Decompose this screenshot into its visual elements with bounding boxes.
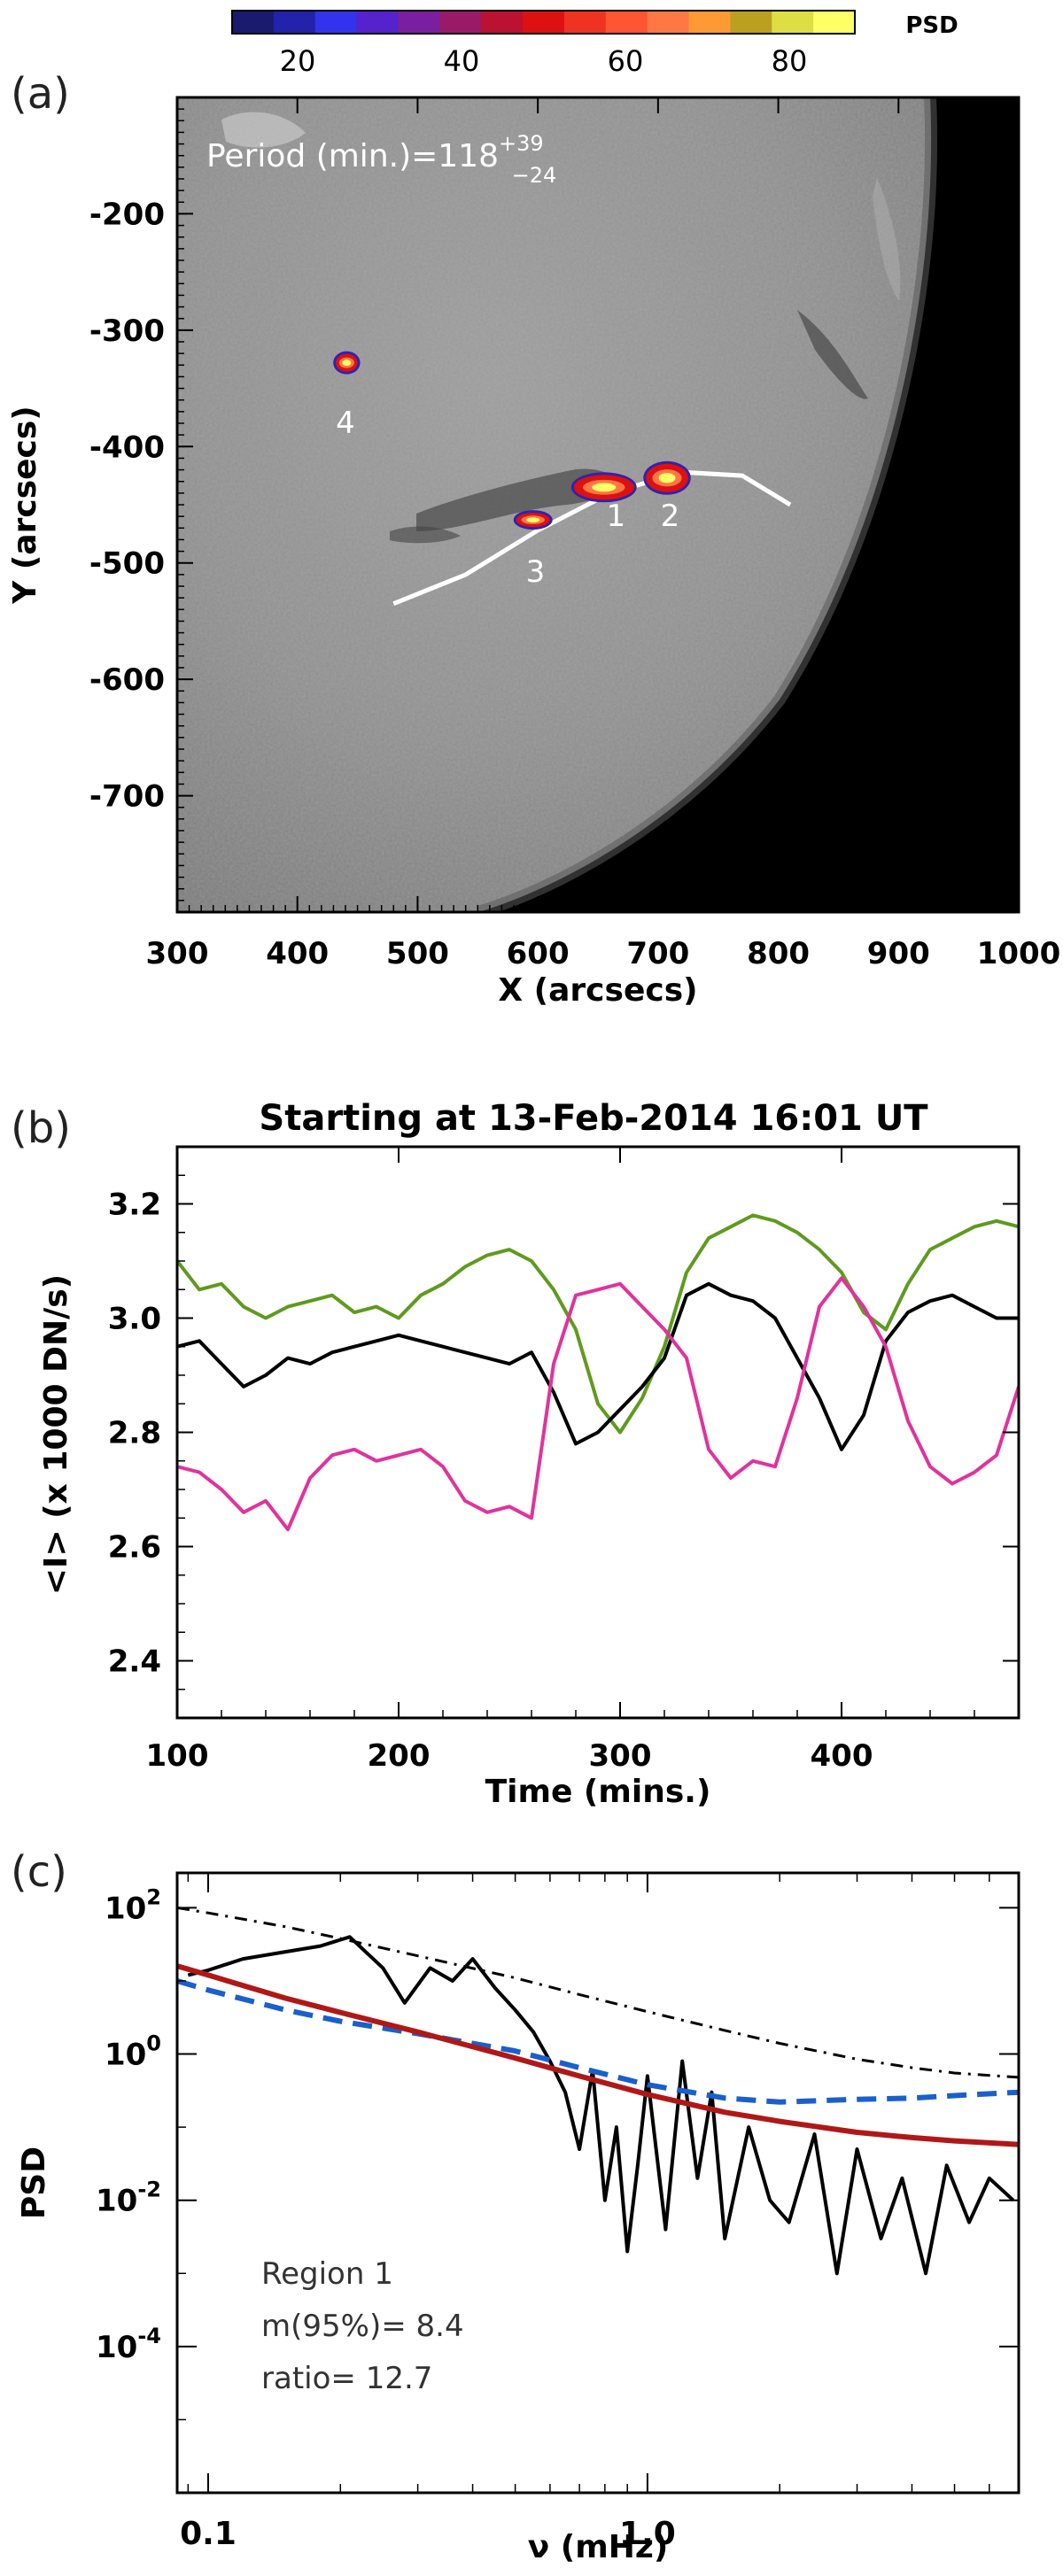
x-tick-label: 100 [146, 1738, 209, 1774]
psd-series-1 [187, 1935, 1015, 2276]
colorbar-cell [730, 11, 772, 34]
y-tick-label: -600 [89, 662, 165, 698]
x-tick-label: 1000 [977, 936, 1061, 971]
panel-b: (b) Starting at 13-Feb-2014 16:01 UT 100… [11, 1098, 1020, 1810]
panel-b-ylabel: <I> (x 1000 DN/s) [38, 1274, 74, 1595]
x-tick-label: 700 [626, 936, 689, 971]
x-tick-label: 400 [811, 1738, 873, 1774]
x-tick-label: 300 [589, 1738, 652, 1774]
y-tick-label: 2.4 [108, 1644, 161, 1680]
colorbar-cell [232, 11, 275, 34]
x-tick-label: 800 [747, 936, 810, 971]
y-tick-label: 2.8 [108, 1416, 161, 1451]
colorbar: PSD 20 40 60 80 [231, 10, 958, 78]
panel-c-label: (c) [11, 1847, 67, 1897]
psd-contour [658, 473, 676, 483]
series-line-2 [177, 1281, 1019, 1451]
region-label: 3 [526, 554, 546, 590]
psd-series-3 [177, 1978, 1019, 2105]
x-tick-label: 0.1 [180, 2516, 237, 2552]
colorbar-cell [523, 11, 565, 34]
colorbar-cell [563, 11, 607, 34]
colorbar-cell [647, 11, 690, 34]
colorbar-cell [398, 11, 440, 34]
annotation-ratio: ratio= 12.7 [261, 2361, 432, 2396]
y-tick-label: 102 [105, 1884, 161, 1926]
x-tick-label: 1.0 [619, 2516, 676, 2552]
psd-series-4 [177, 1963, 1019, 2147]
filament [416, 468, 615, 531]
colorbar-cell [688, 11, 731, 34]
annotation-m95: m(95%)= 8.4 [261, 2309, 464, 2344]
x-tick-label: 600 [507, 936, 570, 971]
panel-b-label: (b) [11, 1103, 71, 1153]
y-tick-label: 100 [105, 2031, 161, 2073]
annotation-region: Region 1 [261, 2256, 393, 2292]
x-tick-label: 200 [368, 1738, 431, 1774]
psd-contour [526, 517, 540, 522]
colorbar-tick-label: 80 [772, 44, 808, 78]
x-tick-label: 900 [867, 936, 930, 971]
panel-c-ylabel: PSD [16, 2147, 52, 2219]
period-annotation: Period (min.)=118+39 −24 [206, 131, 556, 188]
y-tick-label: 10-4 [96, 2324, 161, 2365]
psd-contour [342, 360, 352, 367]
x-tick-label: 300 [146, 936, 209, 971]
panel-b-xlabel: Time (mins.) [485, 1774, 711, 1810]
psd-series-2 [177, 1906, 1019, 2079]
colorbar-cell [314, 11, 358, 34]
colorbar-cell [605, 11, 648, 34]
series-line-1 [177, 1213, 1019, 1435]
x-tick-label: 500 [386, 936, 449, 971]
colorbar-tick-label: 40 [444, 44, 480, 78]
panel-c: (c) 0.1 1.0 102 100 10-2 10-4 Region 1 m(95%)… [11, 1847, 1020, 2565]
colorbar-label: PSD [905, 12, 958, 39]
panel-a-xlabel: X (arcsecs) [498, 972, 697, 1009]
y-tick-label: 2.6 [108, 1530, 161, 1566]
y-tick-label: -200 [89, 197, 165, 232]
panel-a: (a) 1 2 3 4 300 400 500 600 700 800 900 1000 -200 -3… [7, 69, 1060, 1009]
colorbar-tick-label: 20 [280, 44, 316, 78]
y-tick-label: 10-2 [96, 2178, 161, 2219]
region-label: 1 [607, 499, 626, 534]
colorbar-cell [772, 11, 814, 34]
x-tick-label: 400 [266, 936, 329, 971]
region-label: 2 [661, 499, 680, 534]
y-tick-label: -700 [89, 779, 165, 815]
y-tick-label: 3.2 [108, 1187, 161, 1223]
colorbar-cell [356, 11, 399, 34]
y-tick-label: -400 [89, 429, 165, 465]
panel-a-label: (a) [11, 69, 70, 119]
colorbar-cell [439, 11, 482, 34]
y-tick-label: -300 [89, 313, 165, 349]
colorbar-cell [813, 11, 856, 34]
colorbar-cell [273, 11, 316, 34]
panel-a-ylabel: Y (arcsecs) [7, 406, 43, 605]
series-line-3 [177, 1276, 1019, 1532]
region-label: 4 [336, 406, 355, 441]
colorbar-tick-label: 60 [608, 44, 644, 78]
psd-contour [592, 483, 617, 492]
colorbar-cell [481, 11, 524, 34]
panel-b-title: Starting at 13-Feb-2014 16:01 UT [259, 1098, 928, 1139]
panel-c-xlabel: ν (mHz) [528, 2529, 669, 2565]
y-tick-label: 3.0 [108, 1302, 161, 1337]
y-tick-label: -500 [89, 546, 165, 582]
